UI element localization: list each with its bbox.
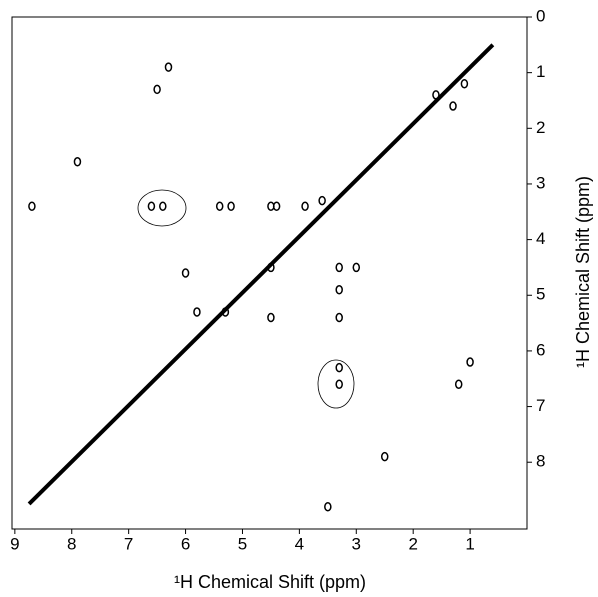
highlight-circle: [137, 189, 187, 227]
cross-peak: [272, 201, 281, 211]
cross-peak: [28, 201, 36, 211]
cross-peak: [454, 379, 463, 390]
cross-peak: [227, 201, 235, 211]
cross-peak: [73, 156, 82, 167]
y-tick-label: 5: [536, 285, 545, 304]
x-tick-label: 7: [124, 534, 133, 553]
cross-peak: [449, 101, 457, 111]
x-tick-label: 3: [352, 534, 361, 553]
cross-peak: [215, 201, 224, 211]
diagonal: [27, 43, 495, 506]
cross-peak: [159, 201, 167, 211]
cross-peak: [466, 357, 474, 367]
cross-peak: [324, 501, 332, 512]
cross-peak: [301, 201, 309, 211]
y-tick-label: 8: [536, 452, 545, 471]
cross-peak: [267, 312, 275, 323]
y-axis-label: ¹H Chemical Shift (ppm): [573, 176, 593, 368]
cross-peak: [380, 451, 389, 462]
cross-peak: [147, 201, 156, 211]
x-tick-label: 8: [67, 534, 76, 553]
cross-peak: [318, 195, 326, 206]
cross-peak: [267, 262, 275, 273]
y-tick-label: 1: [536, 62, 545, 81]
cross-peak: [432, 90, 440, 100]
cross-peak: [193, 307, 201, 317]
cross-peak: [460, 79, 469, 89]
highlight-circle: [317, 359, 355, 409]
y-tick-label: 0: [536, 6, 545, 25]
cross-peak: [352, 262, 361, 273]
cross-peak: [221, 307, 230, 317]
cross-peak: [335, 284, 343, 295]
cross-peak: [153, 84, 161, 95]
x-tick-label: 4: [295, 534, 304, 553]
cross-peak: [335, 379, 343, 390]
cross-peak: [164, 62, 173, 72]
x-tick-label: 5: [238, 534, 247, 553]
cross-peak: [181, 268, 190, 278]
y-tick-label: 2: [536, 118, 545, 137]
cross-peak: [335, 262, 343, 273]
plot-frame: [11, 16, 528, 530]
x-tick-label: 9: [10, 534, 19, 553]
y-tick-label: 3: [536, 173, 545, 192]
y-tick-label: 4: [536, 229, 545, 248]
y-tick-label: 6: [536, 340, 545, 359]
x-tick-label: 2: [408, 534, 417, 553]
x-tick-label: 6: [181, 534, 190, 553]
y-tick-label: 7: [536, 396, 545, 415]
x-axis-label: ¹H Chemical Shift (ppm): [174, 572, 366, 592]
x-tick-label: 1: [465, 534, 474, 553]
cross-peak: [335, 312, 343, 323]
cross-peak: [335, 362, 343, 373]
